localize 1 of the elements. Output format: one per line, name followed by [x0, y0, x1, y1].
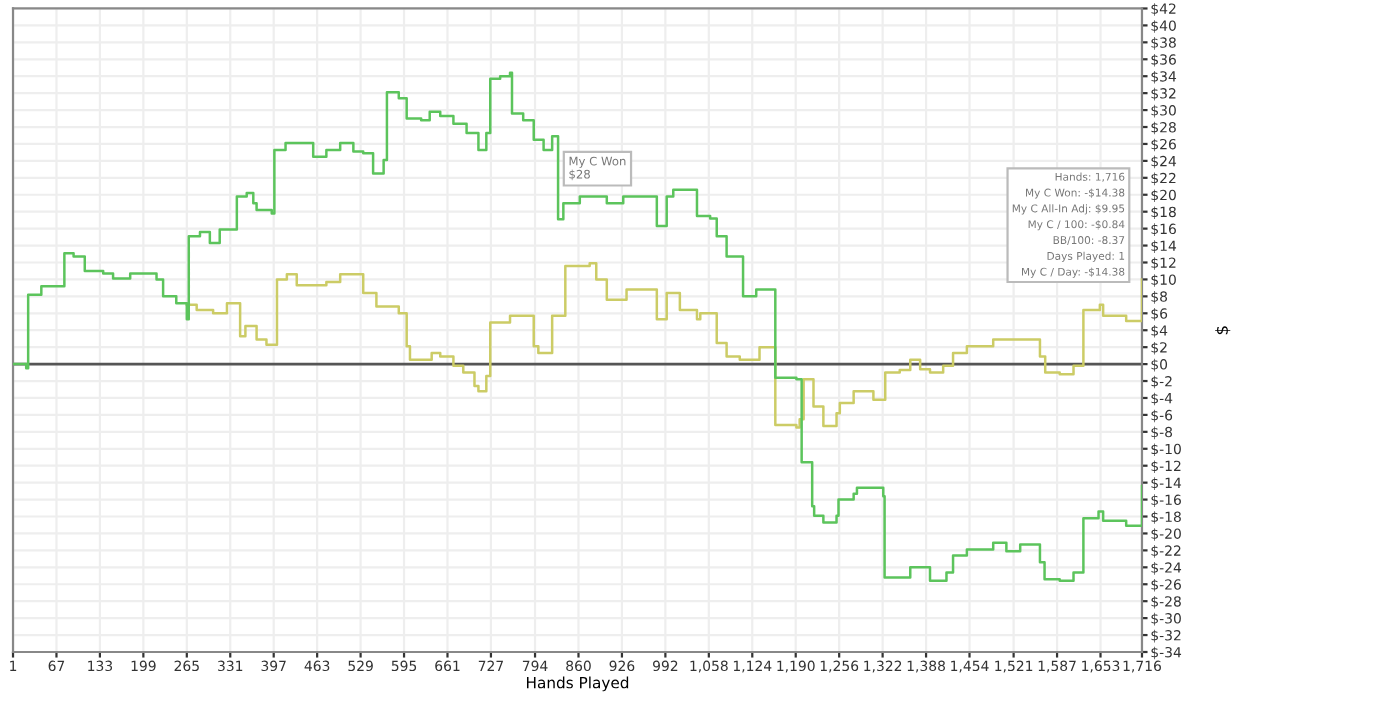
y-axis-title: $ [1215, 326, 1231, 335]
